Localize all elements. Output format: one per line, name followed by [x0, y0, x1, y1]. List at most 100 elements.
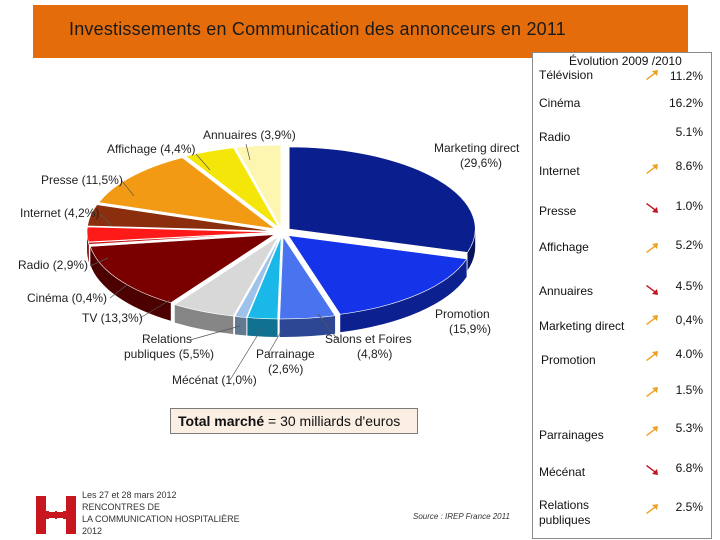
pie-top-layer	[86, 144, 476, 320]
evolution-name-10: Parrainages	[539, 428, 604, 442]
event-line-4: 2012	[82, 526, 103, 536]
evolution-value-4: 1.0%	[675, 199, 703, 213]
pie-slice-promotion	[287, 235, 468, 315]
pie-slice-affichage	[185, 147, 279, 228]
leader-line-relations	[189, 325, 241, 341]
title-bar: Investissements en Communication des ann…	[33, 5, 688, 58]
evolution-panel: Évolution 2009 /2010 Télévision 11.2% Ciné…	[532, 52, 712, 539]
evolution-value-3: 8.6%	[675, 159, 703, 173]
slice-label-parrainage: Parrainage (2,6%)	[256, 347, 315, 376]
pie-side-marketing-direct	[467, 229, 476, 271]
slice-label-tv: TV (13,3%)	[82, 311, 143, 325]
evolution-name-line: Relations	[539, 498, 590, 512]
total-value: = 30 milliards d'euros	[268, 413, 401, 429]
evolution-value-10: 5.3%	[675, 421, 703, 435]
evolution-title: Évolution 2009 /2010	[569, 54, 682, 68]
evolution-value-8: 4.0%	[675, 347, 703, 361]
pie-slice-parrainage	[246, 236, 282, 320]
evolution-name-7: Marketing direct	[539, 319, 625, 333]
arrow-up-right-icon	[646, 504, 658, 514]
leader-line-parrainage	[267, 329, 283, 355]
leader-line-affichage	[195, 153, 211, 171]
pie-slice-cinema	[88, 232, 274, 245]
slice-label-marketing-direct: Marketing direct (29,6%)	[434, 141, 520, 170]
pie-slice-presse	[98, 157, 277, 230]
pie-side-cinema	[88, 242, 90, 263]
pie-side-salons-et-foires	[279, 315, 336, 337]
pie-side-promotion	[340, 258, 467, 333]
event-line-2: RENCONTRES DE	[82, 502, 161, 512]
slice-label-mecenat: Mécénat (1,0%)	[172, 373, 257, 387]
evolution-name-8: Promotion	[541, 353, 596, 367]
pie-side-parrainage	[247, 317, 278, 337]
pie-slice-annuaires	[235, 144, 282, 229]
evolution-name-4: Presse	[539, 204, 577, 218]
pie-slice-salons-et-foires	[279, 236, 336, 320]
leader-line-cinema	[109, 283, 129, 299]
slice-label-promotion: Promotion (15,9%)	[435, 307, 491, 336]
evolution-name-1: Cinéma	[539, 96, 581, 110]
evolution-name-5: Affichage	[539, 240, 589, 254]
evolution-name-0: Télévision	[539, 68, 594, 82]
evolution-name-11: Mécénat	[539, 465, 586, 479]
total-market-box: Total marché = 30 milliards d'euros	[170, 408, 418, 434]
arrow-up-right-icon	[646, 315, 658, 325]
pie-slice-marketing-direct	[288, 146, 476, 253]
slice-label-cinema: Cinéma (0,4%)	[27, 291, 107, 305]
event-line-1: Les 27 et 28 mars 2012	[82, 490, 177, 500]
evolution-name-3: Internet	[539, 164, 580, 178]
event-info: Les 27 et 28 mars 2012 RENCONTRES DE LA …	[82, 489, 240, 537]
arrow-up-right-icon	[646, 70, 658, 80]
arrow-up-right-icon	[646, 164, 658, 174]
pie-slice-mecenat	[234, 236, 281, 318]
pie-side-relations-publiques	[174, 304, 234, 335]
pie-side-tv	[90, 246, 171, 321]
arrow-up-right-icon	[646, 351, 658, 361]
evolution-value-6: 4.5%	[675, 279, 703, 293]
evolution-value-12: 2.5%	[675, 500, 703, 514]
evolution-value-0: 11.2%	[669, 69, 703, 83]
arrow-up-right-icon	[646, 387, 658, 397]
pie-labels: Marketing direct (29,6%) Promotion (15,9%) S…	[18, 128, 520, 387]
pie-slice-relations-publiques	[174, 236, 279, 317]
leader-line-annuaires	[245, 143, 251, 161]
source-note: Source : IREP France 2011	[413, 512, 510, 521]
leader-line-internet	[99, 213, 113, 227]
slice-label-affichage: Affichage (4,4%)	[107, 142, 196, 156]
evolution-name-2: Radio	[539, 130, 571, 144]
leader-line-salons	[317, 313, 339, 341]
evolution-value-7: 0,4%	[675, 313, 703, 327]
arrow-down-right-icon	[646, 203, 658, 213]
pie-slice-internet	[87, 204, 274, 232]
slice-label-radio: Radio (2,9%)	[18, 258, 88, 272]
evolution-value-5: 5.2%	[675, 238, 703, 252]
arrow-down-right-icon	[646, 285, 658, 295]
arrow-up-right-icon	[646, 243, 658, 253]
pie-depth-layer	[87, 229, 476, 337]
leader-line-presse	[121, 180, 135, 197]
evolution-name-line: publiques	[539, 513, 591, 527]
slice-label-salons: Salons et Foires (4,8%)	[325, 332, 412, 361]
pie-leader-lines	[89, 143, 339, 381]
slice-label-internet: Internet (4,2%)	[20, 206, 99, 220]
leader-line-mecenat	[229, 327, 263, 381]
evolution-name-12: Relations publiques	[539, 498, 590, 528]
page-title: Investissements en Communication des ann…	[69, 19, 566, 39]
hospital-h-logo	[36, 496, 76, 534]
slice-label-relations: Relations publiques (5,5%)	[124, 332, 214, 361]
slice-label-presse: Presse (11,5%)	[41, 173, 123, 187]
evolution-value-11: 6.8%	[675, 461, 703, 475]
evolution-value-1: 16.2%	[668, 96, 703, 110]
total-label: Total marché	[178, 413, 265, 429]
pie-side-radio	[87, 232, 89, 260]
pie-side-mecenat	[234, 316, 247, 336]
pie-slice-tv	[89, 234, 276, 304]
arrow-up-right-icon	[646, 426, 658, 436]
evolution-value-9: 1.5%	[675, 383, 703, 397]
slice-label-annuaires: Annuaires (3,9%)	[203, 128, 296, 142]
pie-slice-radio	[86, 226, 274, 243]
event-line-3: LA COMMUNICATION HOSPITALIÈRE	[82, 514, 240, 524]
leader-line-radio	[89, 257, 109, 267]
evolution-name-6: Annuaires	[539, 284, 594, 298]
